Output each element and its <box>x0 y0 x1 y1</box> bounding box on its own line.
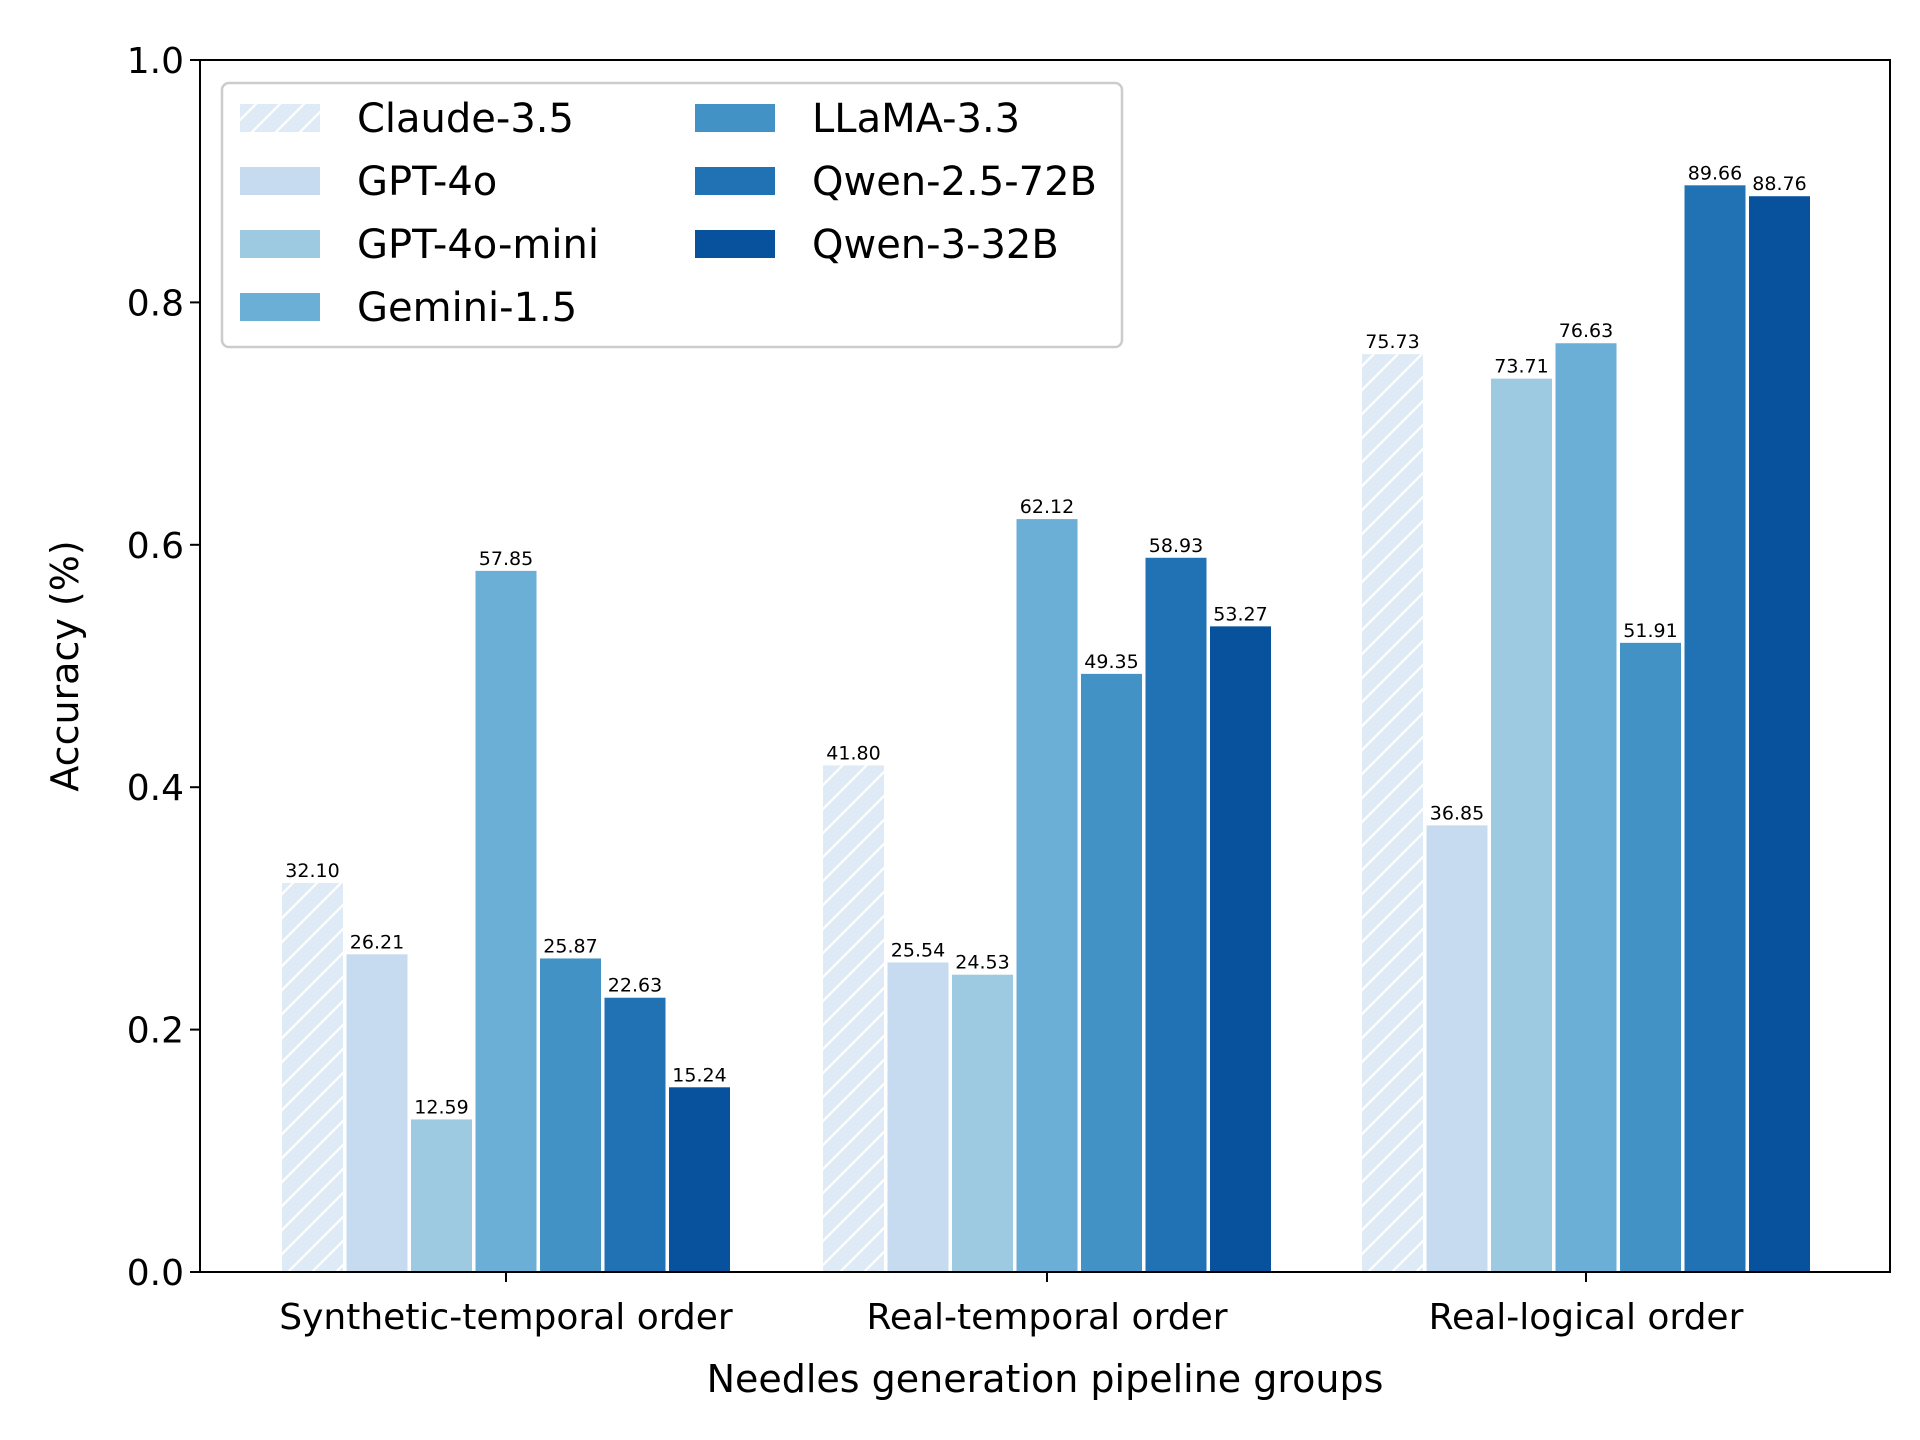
data-label-gpt-4o-real-temporal-order: 25.54 <box>891 939 945 961</box>
x-axis-title: Needles generation pipeline groups <box>707 1357 1384 1401</box>
legend-label-llama-3-3: LLaMA-3.3 <box>812 96 1020 142</box>
x-tick-label-real-temporal-order: Real-temporal order <box>866 1297 1227 1338</box>
data-label-gpt-4o-real-logical-order: 36.85 <box>1430 802 1484 824</box>
bar-qwen-3-32b-real-logical-order <box>1749 196 1810 1273</box>
data-label-gpt-4o-mini-real-temporal-order: 24.53 <box>955 952 1009 974</box>
legend-swatch-gpt-4o-mini <box>240 230 320 258</box>
bar-gemini-1-5-real-logical-order <box>1555 343 1617 1272</box>
legend-label-qwen-2-5-72b: Qwen-2.5-72B <box>812 159 1097 205</box>
bar-claude-3-5-real-temporal-order-hatch <box>823 765 884 1272</box>
legend-swatch-qwen-3-32b <box>695 230 775 258</box>
data-label-gpt-4o-synthetic-temporal-order: 26.21 <box>350 931 404 953</box>
data-label-qwen-3-32b-real-logical-order: 88.76 <box>1752 173 1806 195</box>
data-label-claude-3-5-synthetic-temporal-order: 32.10 <box>285 860 339 882</box>
bar-llama-3-3-real-temporal-order <box>1081 673 1142 1272</box>
bar-gemini-1-5-synthetic-temporal-order <box>475 570 537 1272</box>
bar-claude-3-5-real-logical-order-hatch <box>1362 354 1423 1272</box>
legend-swatch-qwen-2-5-72b <box>695 167 775 195</box>
bar-gemini-1-5-real-temporal-order <box>1016 519 1078 1272</box>
data-label-qwen-3-32b-real-temporal-order: 53.27 <box>1213 603 1267 625</box>
legend-label-gemini-1-5: Gemini-1.5 <box>357 285 577 331</box>
data-label-qwen-2-5-72b-synthetic-temporal-order: 22.63 <box>608 975 662 997</box>
legend-swatch-llama-3-3 <box>695 104 775 132</box>
data-label-gpt-4o-mini-synthetic-temporal-order: 12.59 <box>414 1096 468 1118</box>
legend-label-claude-3-5: Claude-3.5 <box>357 96 574 142</box>
bar-qwen-2-5-72b-synthetic-temporal-order <box>604 997 666 1272</box>
data-label-claude-3-5-real-temporal-order: 41.80 <box>826 742 880 764</box>
data-label-gemini-1-5-real-temporal-order: 62.12 <box>1020 496 1074 518</box>
data-label-llama-3-3-real-temporal-order: 49.35 <box>1084 651 1138 673</box>
legend-swatch-gpt-4o <box>240 167 320 195</box>
data-label-gpt-4o-mini-real-logical-order: 73.71 <box>1494 356 1548 378</box>
legend-swatch-gemini-1-5 <box>240 293 320 321</box>
y-tick-label-0-6: 0.6 <box>127 526 184 567</box>
legend-label-gpt-4o: GPT-4o <box>357 159 497 205</box>
y-tick-label-0-2: 0.2 <box>127 1011 184 1052</box>
y-tick-label-0-8: 0.8 <box>127 283 184 324</box>
x-tick-label-synthetic-temporal-order: Synthetic-temporal order <box>279 1297 733 1338</box>
bar-claude-3-5-synthetic-temporal-order-hatch <box>282 882 343 1272</box>
bar-gpt-4o-real-logical-order <box>1426 825 1488 1272</box>
bar-gpt-4o-mini-real-temporal-order <box>952 974 1013 1272</box>
y-axis-title: Accuracy (%) <box>43 540 87 791</box>
bar-gpt-4o-real-temporal-order <box>887 962 949 1272</box>
data-label-qwen-3-32b-synthetic-temporal-order: 15.24 <box>672 1064 726 1086</box>
bars-layer <box>282 185 1810 1273</box>
legend-box <box>220 81 1124 349</box>
bar-qwen-2-5-72b-real-logical-order <box>1684 185 1746 1272</box>
data-label-llama-3-3-real-logical-order: 51.91 <box>1623 620 1677 642</box>
data-label-gemini-1-5-synthetic-temporal-order: 57.85 <box>479 548 533 570</box>
legend: Claude-3.5 GPT-4o GPT-4o-mini Gemini-1.5 LLa… <box>220 81 1124 349</box>
bar-gpt-4o-mini-real-logical-order <box>1491 378 1552 1273</box>
bar-llama-3-3-synthetic-temporal-order <box>540 958 601 1272</box>
data-label-gemini-1-5-real-logical-order: 76.63 <box>1559 320 1613 342</box>
x-tick-label-real-logical-order: Real-logical order <box>1429 1297 1744 1338</box>
data-label-qwen-2-5-72b-real-temporal-order: 58.93 <box>1149 535 1203 557</box>
plot-frame <box>199 59 1891 1273</box>
bar-qwen-3-32b-real-temporal-order <box>1210 626 1271 1272</box>
data-label-qwen-2-5-72b-real-logical-order: 89.66 <box>1688 162 1742 184</box>
legend-label-gpt-4o-mini: GPT-4o-mini <box>357 222 599 268</box>
axes-layer: 0.0 0.2 0.4 0.6 0.8 1.0 Synthetic-temporal ord… <box>43 41 1891 1401</box>
legend-swatch-hatch-claude-3-5 <box>240 104 320 132</box>
bar-gpt-4o-mini-synthetic-temporal-order <box>411 1119 472 1272</box>
bar-qwen-3-32b-synthetic-temporal-order <box>669 1087 730 1272</box>
data-label-claude-3-5-real-logical-order: 75.73 <box>1365 331 1419 353</box>
legend-label-qwen-3-32b: Qwen-3-32B <box>812 222 1059 268</box>
data-label-llama-3-3-synthetic-temporal-order: 25.87 <box>543 935 597 957</box>
bar-llama-3-3-real-logical-order <box>1620 642 1681 1272</box>
y-tick-label-0-0: 0.0 <box>127 1253 184 1294</box>
bar-qwen-2-5-72b-real-temporal-order <box>1145 557 1207 1272</box>
bar-gpt-4o-synthetic-temporal-order <box>346 954 408 1272</box>
y-tick-label-0-4: 0.4 <box>127 768 184 809</box>
y-tick-label-1-0: 1.0 <box>127 41 184 82</box>
labels-layer: 32.10 41.80 75.73 26.21 25.54 36.85 12.59 24.53… <box>285 162 1806 1118</box>
